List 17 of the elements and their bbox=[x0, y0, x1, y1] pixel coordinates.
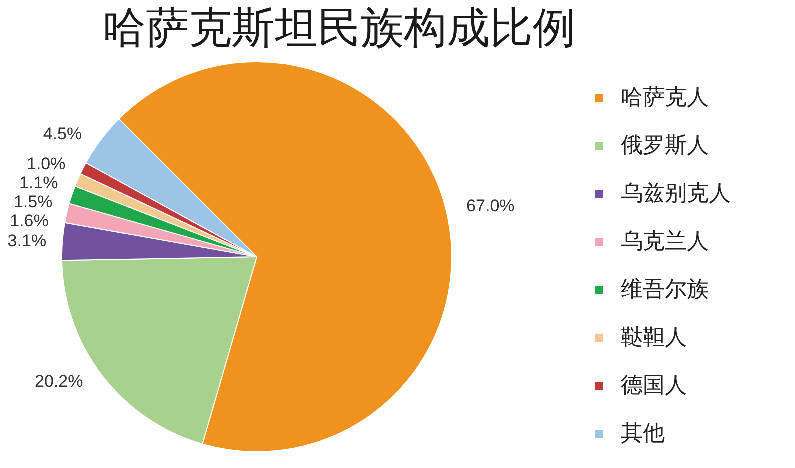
data-label: 1.6% bbox=[10, 211, 49, 230]
legend-label: 哈萨克人 bbox=[621, 86, 709, 110]
legend-label: 维吾尔族 bbox=[621, 278, 709, 302]
legend-label: 俄罗斯人 bbox=[621, 134, 709, 158]
data-label: 1.5% bbox=[14, 192, 53, 212]
legend-label: 乌兹别克人 bbox=[621, 182, 731, 206]
data-label: 1.0% bbox=[27, 154, 66, 174]
data-label: 1.1% bbox=[20, 173, 58, 192]
legend-label: 德国人 bbox=[621, 374, 687, 398]
legend-label: 其他 bbox=[621, 422, 665, 446]
data-label: 20.2% bbox=[35, 372, 84, 392]
data-label: 67.0% bbox=[466, 196, 515, 216]
data-label: 4.5% bbox=[43, 124, 82, 144]
legend-label: 乌克兰人 bbox=[621, 230, 709, 254]
chart-title: 哈萨克斯坦民族构成比例 bbox=[103, 4, 576, 54]
legend-label: 鞑靼人 bbox=[621, 326, 687, 350]
data-label: 3.1% bbox=[8, 231, 47, 250]
